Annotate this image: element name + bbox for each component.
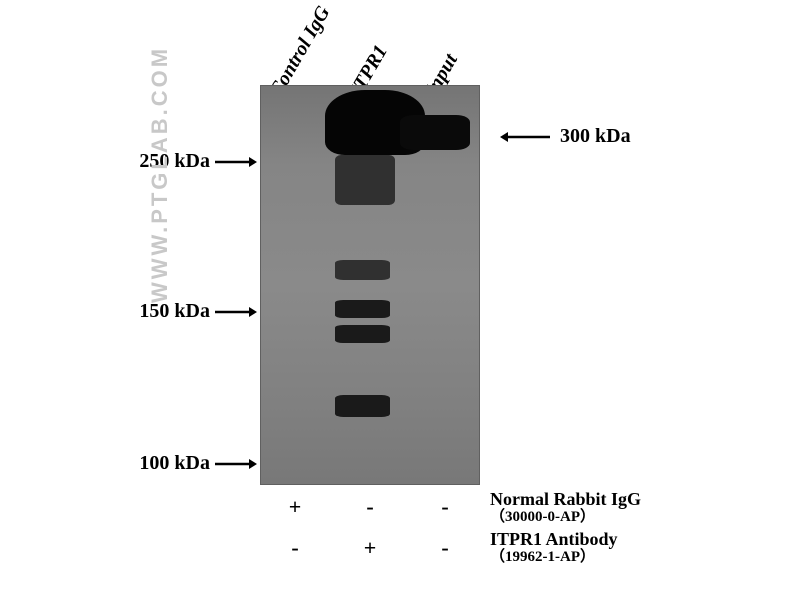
treatment-symbol: - xyxy=(285,535,305,561)
target-label-text: 300 kDa xyxy=(560,125,631,147)
antibody-label-main: ITPR1 Antibody xyxy=(490,529,618,549)
blot-band xyxy=(335,395,390,417)
arrow-right-icon xyxy=(215,305,257,324)
treatment-symbol: + xyxy=(360,535,380,561)
antibody-label-sub: （30000-0-AP） xyxy=(490,509,595,525)
blot-band xyxy=(335,260,390,280)
blot-band xyxy=(335,300,390,318)
antibody-label: ITPR1 Antibody （19962-1-AP） xyxy=(490,530,618,565)
marker-label: 150 kDa xyxy=(125,300,210,323)
antibody-label-main: Normal Rabbit IgG xyxy=(490,489,641,509)
blot-band xyxy=(400,115,470,150)
arrow-left-icon xyxy=(500,130,550,149)
figure-container: WWW.PTGLAB.COM Control IgG ITPR1 Input 2… xyxy=(0,0,800,600)
watermark-text: WWW.PTGLAB.COM xyxy=(147,46,173,303)
target-label: 300 kDa xyxy=(560,125,631,148)
marker-label-text: 100 kDa xyxy=(139,452,210,474)
treatment-symbol: - xyxy=(360,494,380,520)
antibody-label: Normal Rabbit IgG （30000-0-AP） xyxy=(490,490,641,525)
blot-band xyxy=(335,325,390,343)
arrow-right-icon xyxy=(215,457,257,476)
blot-band xyxy=(335,155,395,205)
arrow-right-icon xyxy=(215,155,257,174)
marker-label-text: 150 kDa xyxy=(139,300,210,322)
treatment-symbol: + xyxy=(285,494,305,520)
treatment-symbol: - xyxy=(435,535,455,561)
marker-label: 100 kDa xyxy=(125,452,210,475)
treatment-symbol: - xyxy=(435,494,455,520)
antibody-label-sub: （19962-1-AP） xyxy=(490,549,595,565)
